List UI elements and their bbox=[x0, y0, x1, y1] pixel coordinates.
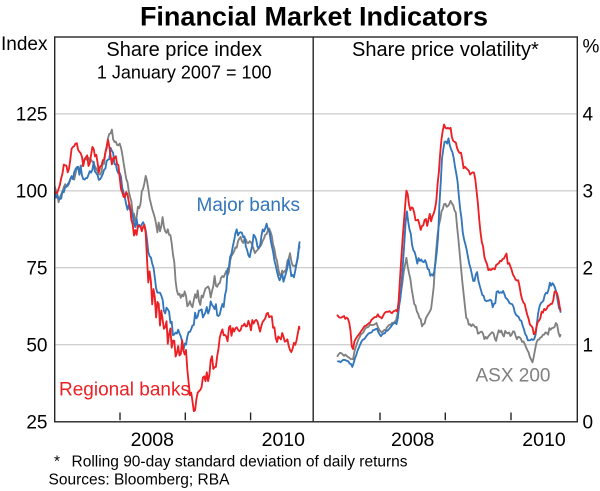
svg-text:Sources: Bloomberg; RBA: Sources: Bloomberg; RBA bbox=[49, 472, 231, 489]
svg-text:Major banks: Major banks bbox=[197, 195, 301, 216]
svg-text:3: 3 bbox=[583, 182, 594, 203]
svg-text:2: 2 bbox=[583, 259, 594, 280]
svg-text:Share price index: Share price index bbox=[106, 39, 262, 61]
svg-text:4: 4 bbox=[583, 105, 594, 126]
svg-text:2008: 2008 bbox=[391, 429, 434, 451]
svg-text:0: 0 bbox=[583, 413, 594, 434]
svg-text:Index: Index bbox=[1, 34, 48, 55]
svg-text:25: 25 bbox=[26, 413, 47, 434]
svg-text:Regional banks: Regional banks bbox=[59, 380, 190, 401]
svg-text:50: 50 bbox=[26, 336, 47, 357]
svg-text:ASX 200: ASX 200 bbox=[476, 366, 551, 387]
svg-text:2008: 2008 bbox=[131, 429, 174, 451]
svg-text:75: 75 bbox=[26, 259, 47, 280]
svg-text:Financial Market Indicators: Financial Market Indicators bbox=[140, 2, 488, 32]
svg-text:2010: 2010 bbox=[262, 429, 306, 451]
svg-text:Share price volatility*: Share price volatility* bbox=[352, 39, 539, 61]
svg-text:2010: 2010 bbox=[522, 429, 566, 451]
svg-text:100: 100 bbox=[16, 182, 48, 203]
svg-text:125: 125 bbox=[16, 105, 48, 126]
svg-text:*: * bbox=[54, 454, 60, 471]
svg-text:%: % bbox=[583, 37, 600, 58]
svg-text:1: 1 bbox=[583, 336, 594, 357]
svg-text:Rolling 90-day standard deviat: Rolling 90-day standard deviation of dai… bbox=[72, 454, 408, 471]
svg-text:1 January 2007 = 100: 1 January 2007 = 100 bbox=[97, 63, 272, 83]
